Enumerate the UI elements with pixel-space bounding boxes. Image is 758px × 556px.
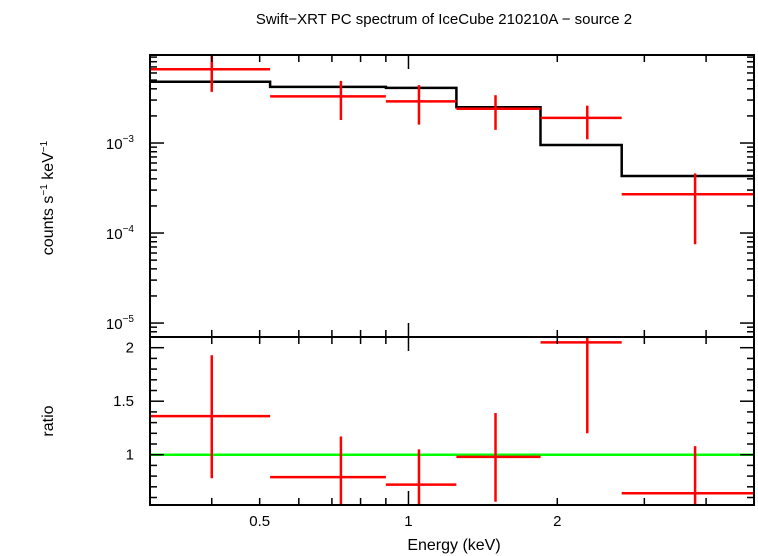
ratio-point-1 xyxy=(150,355,271,479)
x-tick-label-0.5: 0.5 xyxy=(249,513,270,530)
top-panel: 10−3 10−4 10−5 counts s−1 keV−1 xyxy=(39,54,755,338)
ratio-point-2 xyxy=(270,436,386,505)
spectrum-point-1 xyxy=(150,55,271,92)
x-axis-label: Energy (keV) xyxy=(407,537,500,554)
chart-title: Swift−XRT PC spectrum of IceCube 210210A… xyxy=(256,11,632,28)
ratio-point-6 xyxy=(621,446,754,505)
ratio-panel: 11.52 0.5 1 2 ratio xyxy=(40,336,755,530)
y-tick-label-10e−3: 10−3 xyxy=(106,134,135,153)
spectrum-data-points xyxy=(150,55,754,245)
ratio-x-ticks: 0.5 1 2 xyxy=(149,337,755,530)
ratio-data-points xyxy=(150,337,754,505)
spectrum-point-6 xyxy=(621,173,754,245)
top-y-ticks: 10−3 10−4 10−5 xyxy=(106,56,754,338)
x-tick-label-2: 2 xyxy=(553,513,561,530)
spectrum-point-5 xyxy=(540,105,622,140)
spectrum-point-3 xyxy=(385,85,457,125)
ratio-y-axis-label: ratio xyxy=(40,405,57,436)
ratio-tick-label-1: 1 xyxy=(126,447,134,464)
ratio-panel-frame xyxy=(149,336,755,506)
spectrum-point-4 xyxy=(456,95,541,130)
top-x-ticks xyxy=(149,55,755,337)
model-step-line xyxy=(150,80,754,178)
y-tick-label-10e−5: 10−5 xyxy=(106,314,135,333)
ratio-point-3 xyxy=(385,449,457,505)
ratio-point-5 xyxy=(540,337,622,434)
spectrum-point-2 xyxy=(270,80,386,121)
ratio-tick-label-2: 2 xyxy=(126,340,134,357)
ratio-tick-label-1.5: 1.5 xyxy=(113,393,134,410)
model-step-path xyxy=(150,80,754,178)
x-tick-label-1: 1 xyxy=(404,513,412,530)
y-tick-label-10e−4: 10−4 xyxy=(106,224,135,243)
top-panel-frame xyxy=(149,54,755,338)
ratio-point-4 xyxy=(456,412,541,502)
ratio-y-ticks: 11.52 xyxy=(113,340,754,499)
top-y-axis-label: counts s−1 keV−1 xyxy=(39,140,57,255)
